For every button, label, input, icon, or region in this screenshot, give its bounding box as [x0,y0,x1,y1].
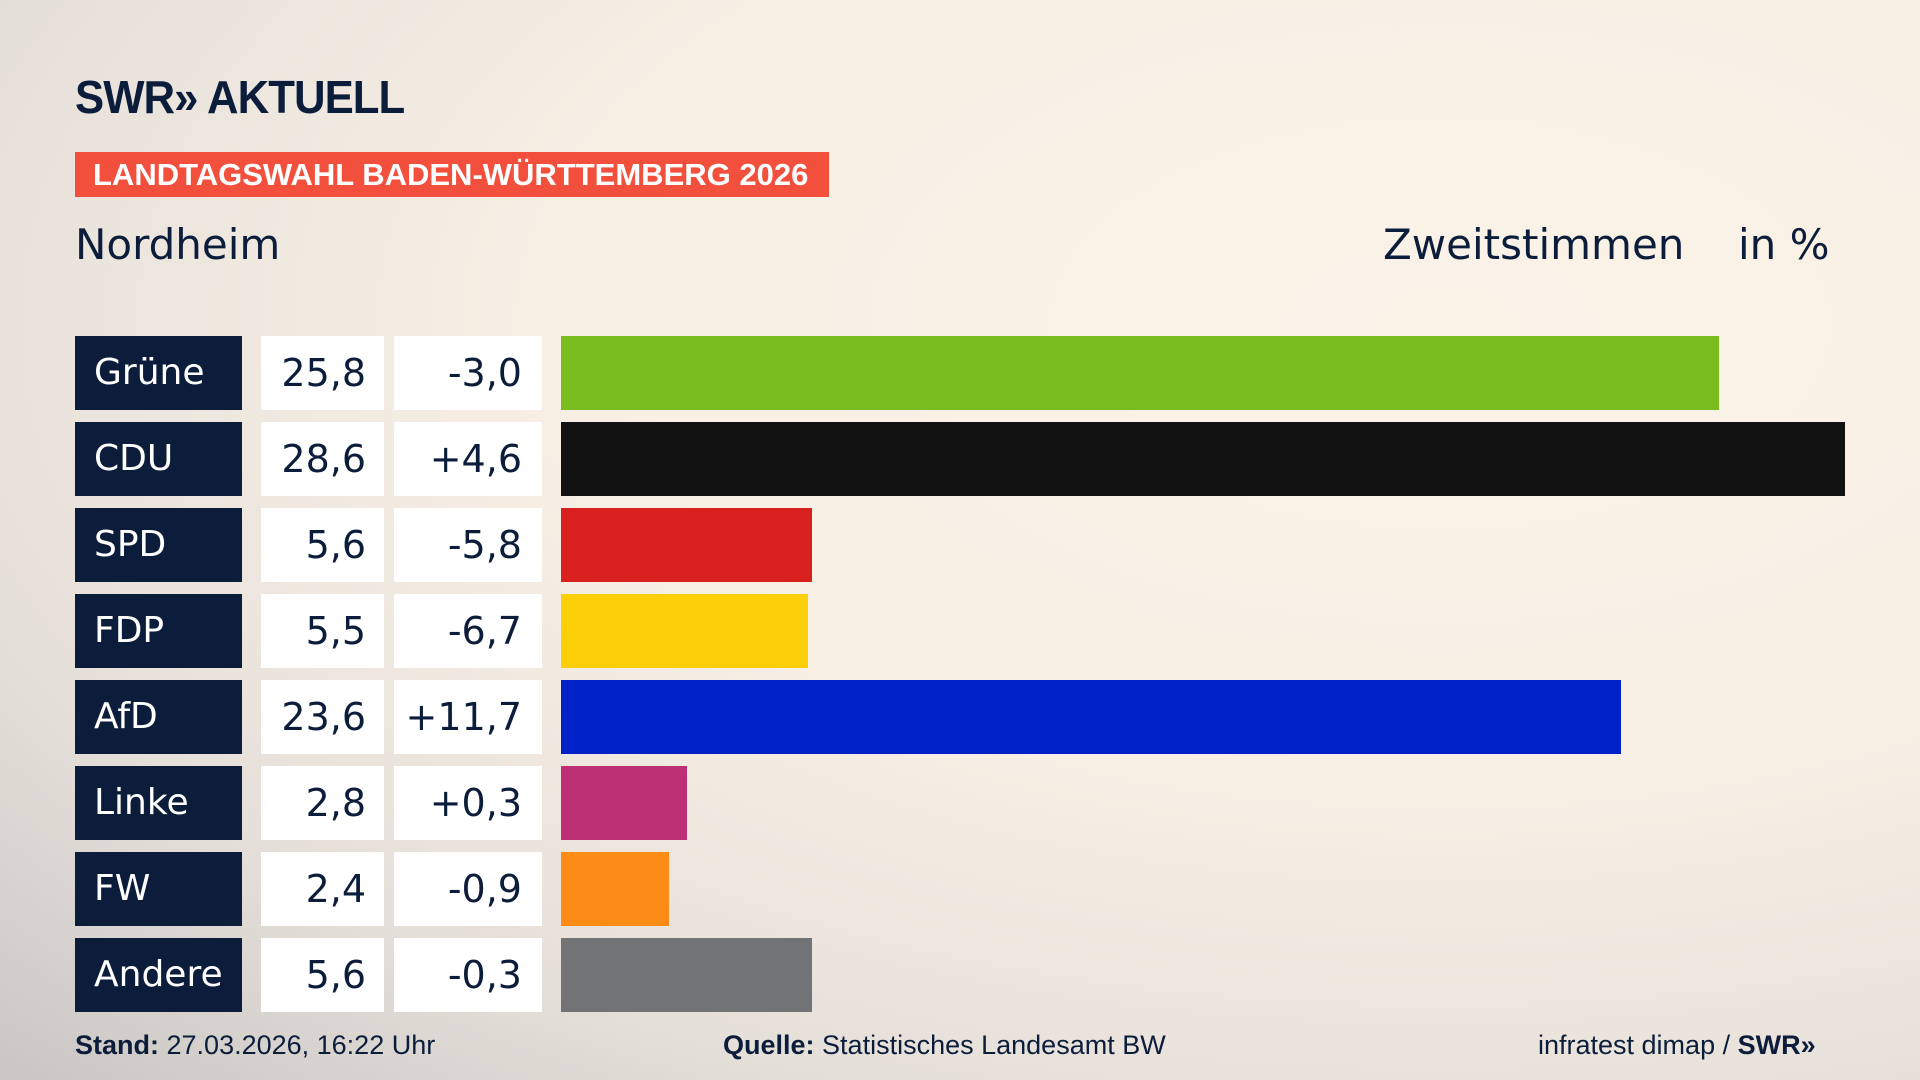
vote-change: +11,7 [394,680,542,754]
bar-cdu [561,422,1845,496]
bar-andere [561,938,813,1012]
vote-share: 23,6 [261,680,384,754]
bar-fw [561,852,669,926]
swr-aktuell-logo: SWR» AKTUELL [75,71,405,123]
party-row: Grüne 25,8 -3,0 [75,336,1875,410]
party-row: Linke 2,8 +0,3 [75,766,1875,840]
vote-change: -0,3 [394,938,542,1012]
vote-change: -5,8 [394,508,542,582]
vote-share: 5,6 [261,508,384,582]
unit-label: in % [1738,220,1830,269]
party-label: Grüne [75,336,242,410]
credit: infratest dimap / SWR» [1538,1030,1816,1061]
party-label: Linke [75,766,242,840]
election-banner: LANDTAGSWAHL BADEN-WÜRTTEMBERG 2026 [75,152,829,197]
credit-text: infratest dimap / [1538,1030,1738,1060]
bar-fdp [561,594,808,668]
party-label: SPD [75,508,242,582]
party-row: FW 2,4 -0,9 [75,852,1875,926]
vote-change: +0,3 [394,766,542,840]
bar-afd [561,680,1621,754]
party-label: FDP [75,594,242,668]
vote-change: +4,6 [394,422,542,496]
vote-change: -3,0 [394,336,542,410]
source: Quelle: Statistisches Landesamt BW [723,1030,1166,1061]
party-row: SPD 5,6 -5,8 [75,508,1875,582]
bar-grüne [561,336,1720,410]
bar-linke [561,766,687,840]
vote-share: 2,8 [261,766,384,840]
vote-share: 5,6 [261,938,384,1012]
metric-label: Zweitstimmen [1383,220,1685,269]
party-row: CDU 28,6 +4,6 [75,422,1875,496]
timestamp: Stand: 27.03.2026, 16:22 Uhr [75,1030,435,1061]
bar-spd [561,508,813,582]
vote-share: 25,8 [261,336,384,410]
stand-label: Stand: [75,1030,159,1060]
party-row: Andere 5,6 -0,3 [75,938,1875,1012]
party-label: FW [75,852,242,926]
vote-share: 5,5 [261,594,384,668]
region-title: Nordheim [75,220,281,269]
swr-mini-logo: SWR» [1737,1030,1816,1060]
party-label: AfD [75,680,242,754]
party-row: AfD 23,6 +11,7 [75,680,1875,754]
party-label: CDU [75,422,242,496]
vote-change: -6,7 [394,594,542,668]
party-row: FDP 5,5 -6,7 [75,594,1875,668]
stand-value: 27.03.2026, 16:22 Uhr [166,1030,436,1060]
vote-share: 2,4 [261,852,384,926]
source-value: Statistisches Landesamt BW [822,1030,1166,1060]
vote-share: 28,6 [261,422,384,496]
party-label: Andere [75,938,242,1012]
source-label: Quelle: [723,1030,815,1060]
vote-change: -0,9 [394,852,542,926]
